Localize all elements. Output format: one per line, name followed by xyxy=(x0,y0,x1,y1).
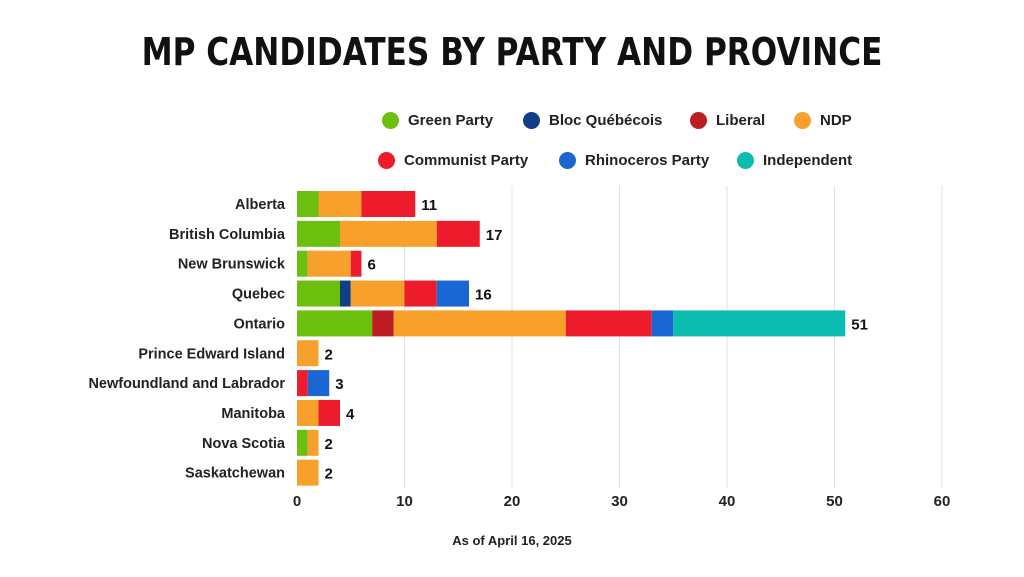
x-tick-label: 10 xyxy=(396,493,413,510)
legend-swatch-independent xyxy=(737,151,754,169)
x-tick-label: 30 xyxy=(611,493,628,510)
bar-segment-ndp-british-columbia xyxy=(340,220,437,247)
legend-swatch-ndp xyxy=(794,111,811,129)
legend-item-rhinoceros-party: Rhinoceros Party xyxy=(559,148,709,172)
bar-segment-communist-party-ontario xyxy=(565,310,652,337)
legend-swatch-liberal xyxy=(690,111,707,129)
bar-segment-rhinoceros-party-newfoundland-and-labrador xyxy=(307,370,330,397)
legend-label-ndp: NDP xyxy=(820,111,852,129)
category-label-nova-scotia: Nova Scotia xyxy=(202,436,286,452)
total-label-alberta: 11 xyxy=(421,197,437,214)
bar-segment-communist-party-new-brunswick xyxy=(350,250,362,277)
legend-label-independent: Independent xyxy=(763,151,853,169)
bar-segment-green-party-alberta xyxy=(297,191,319,217)
legend-label-liberal: Liberal xyxy=(716,111,766,129)
category-label-quebec: Quebec xyxy=(232,287,285,303)
legend-item-communist-party: Communist Party xyxy=(378,148,528,172)
legend-swatch-green-party xyxy=(382,111,399,129)
chart-title: MP CANDIDATES BY PARTY AND PROVINCE xyxy=(141,30,883,74)
bar-segment-ndp-ontario xyxy=(393,310,566,337)
bar-segment-ndp-saskatchewan xyxy=(297,459,319,486)
legend-item-liberal: Liberal xyxy=(690,108,765,132)
category-label-alberta: Alberta xyxy=(235,197,286,213)
x-tick-label: 0 xyxy=(293,493,301,510)
legend-swatch-rhinoceros-party xyxy=(559,151,576,169)
legend-item-independent: Independent xyxy=(737,148,852,172)
bar-segment-ndp-manitoba xyxy=(297,399,319,426)
bar-segment-ndp-quebec xyxy=(350,280,405,307)
bar-segment-communist-party-newfoundland-and-labrador xyxy=(297,370,308,397)
category-label-newfoundland-and-labrador: Newfoundland and Labrador xyxy=(88,376,285,392)
bar-segment-green-party-new-brunswick xyxy=(297,250,308,277)
x-tick-label: 50 xyxy=(826,493,843,510)
legend-item-ndp: NDP xyxy=(794,108,852,132)
bar-segment-bloc-qu-b-cois-quebec xyxy=(340,280,351,307)
total-label-saskatchewan: 2 xyxy=(325,466,333,483)
bar-segment-communist-party-manitoba xyxy=(318,399,340,426)
bar-segment-independent-ontario xyxy=(673,310,846,337)
legend-item-bloc-quebecois: Bloc Québécois xyxy=(523,108,662,132)
category-label-manitoba: Manitoba xyxy=(221,406,286,422)
category-label-saskatchewan: Saskatchewan xyxy=(185,466,285,482)
bar-segment-ndp-nova-scotia xyxy=(307,429,319,456)
total-label-prince-edward-island: 2 xyxy=(325,346,333,363)
total-label-ontario: 51 xyxy=(851,316,868,333)
legend-label-communist-party: Communist Party xyxy=(404,151,529,169)
bar-segment-ndp-new-brunswick xyxy=(307,250,351,277)
category-label-new-brunswick: New Brunswick xyxy=(178,257,286,273)
legend-swatch-bloc-quebecois xyxy=(523,111,540,129)
x-tick-label: 20 xyxy=(504,493,521,510)
total-label-nova-scotia: 2 xyxy=(325,436,333,453)
category-label-ontario: Ontario xyxy=(233,316,285,332)
category-label-british-columbia: British Columbia xyxy=(169,227,286,243)
bar-segment-rhinoceros-party-ontario xyxy=(651,310,674,337)
bar-segment-green-party-british-columbia xyxy=(297,220,340,247)
total-label-manitoba: 4 xyxy=(346,406,355,423)
legend-label-rhinoceros-party: Rhinoceros Party xyxy=(585,151,710,169)
bar-segment-green-party-quebec xyxy=(297,280,340,307)
legend-row-2: Communist Party Rhinoceros Party Indepen… xyxy=(378,148,978,172)
legend-item-green-party: Green Party xyxy=(382,108,493,132)
total-label-newfoundland-and-labrador: 3 xyxy=(335,376,343,393)
bar-segment-communist-party-british-columbia xyxy=(436,220,480,247)
bar-segment-communist-party-alberta xyxy=(361,191,416,217)
legend-row-1: Green Party Bloc Québécois Liberal NDP xyxy=(382,108,982,132)
legend-label-bloc-quebecois: Bloc Québécois xyxy=(549,111,663,129)
total-label-quebec: 16 xyxy=(475,287,492,304)
legend-swatch-communist-party xyxy=(378,151,395,169)
bar-segment-communist-party-quebec xyxy=(404,280,437,307)
bar-segment-green-party-nova-scotia xyxy=(297,429,308,456)
category-label-prince-edward-island: Prince Edward Island xyxy=(138,346,285,362)
date-note: As of April 16, 2025 xyxy=(452,533,572,548)
bar-segment-ndp-prince-edward-island xyxy=(297,340,319,367)
bar-segment-green-party-ontario xyxy=(297,310,373,337)
legend-label-green-party: Green Party xyxy=(408,111,494,129)
x-tick-label: 40 xyxy=(719,493,736,510)
x-tick-label: 60 xyxy=(934,493,951,510)
total-label-british-columbia: 17 xyxy=(486,227,503,244)
bar-segment-liberal-ontario xyxy=(372,310,394,337)
bar-segment-ndp-alberta xyxy=(318,191,362,217)
bar-segment-rhinoceros-party-quebec xyxy=(436,280,469,307)
total-label-new-brunswick: 6 xyxy=(368,257,376,274)
